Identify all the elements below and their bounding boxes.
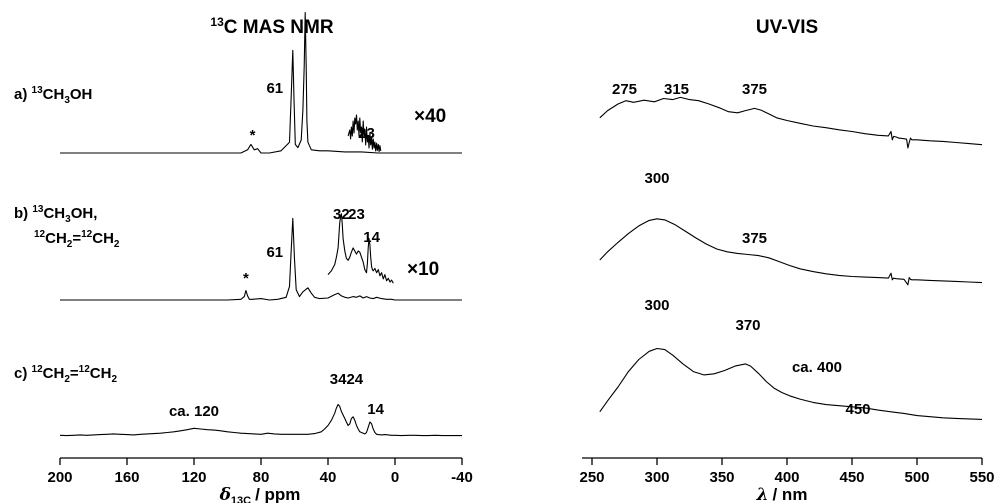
peak-label: 300 [644, 170, 669, 187]
peak-label: 375 [742, 230, 767, 247]
x-tick-label: 400 [774, 469, 799, 486]
peak-label: 34 [330, 371, 347, 388]
x-tick-label: 0 [391, 469, 399, 486]
peak-label: 61 [266, 80, 283, 97]
x-tick-label: 550 [969, 469, 994, 486]
row-c-label: c) 12CH2=12CH2 [14, 364, 117, 385]
x-tick-label: 500 [904, 469, 929, 486]
multiplier-x10: ×10 [407, 259, 439, 280]
peak-label: 23 [348, 206, 365, 223]
peak-label: * [250, 127, 256, 144]
nmr-trace-row-1 [60, 217, 462, 301]
nmr-title: 13C MAS NMR [210, 15, 333, 38]
peak-label: 275 [612, 81, 637, 98]
peak-label: 24 [346, 371, 363, 388]
nmr-trace-row-1 [327, 213, 394, 284]
uvvis-trace-row-1 [599, 218, 983, 286]
x-tick-label: 350 [709, 469, 734, 486]
peak-label: 300 [644, 297, 669, 314]
uvvis-x-label: λ / nm [756, 485, 808, 503]
peak-label: * [243, 270, 249, 287]
multiplier-x40: ×40 [414, 106, 446, 127]
peak-label: 14 [363, 229, 380, 246]
x-tick-label: 120 [181, 469, 206, 486]
x-tick-label: 160 [114, 469, 139, 486]
nmr-trace-row-0 [347, 114, 382, 153]
peak-label: 61 [266, 244, 283, 261]
nmr-ticks: 200 160 120 80 40 0 -40 [47, 458, 473, 486]
x-tick-label: 40 [320, 469, 337, 486]
row-b-label-line2: 12CH2=12CH2 [34, 229, 120, 250]
uvvis-ticks: 250 300 350 400 450 500 550 [579, 458, 995, 486]
x-tick-label: 300 [644, 469, 669, 486]
peak-label: 14 [367, 401, 384, 418]
peak-label: ca. 120 [169, 403, 219, 420]
peak-label: 375 [742, 81, 767, 98]
uvvis-trace-row-0 [599, 96, 983, 149]
x-tick-label: 250 [579, 469, 604, 486]
peak-label: 23 [358, 125, 375, 142]
nmr-x-label: δ13C / ppm [219, 485, 301, 503]
peak-label: ca. 400 [792, 359, 842, 376]
peak-label: 370 [735, 317, 760, 334]
spectra [59, 12, 983, 437]
row-a-label: a) 13CH3OH [14, 85, 92, 106]
peak-label: 450 [845, 401, 870, 418]
nmr-trace-row-2 [59, 403, 462, 437]
nmr-trace-row-0 [60, 12, 462, 154]
x-tick-label: 450 [839, 469, 864, 486]
x-tick-label: 80 [253, 469, 270, 486]
row-b-label-line1: b) 13CH3OH, [14, 204, 97, 225]
uvvis-trace-row-2 [599, 347, 983, 420]
x-tick-label: -40 [451, 469, 473, 486]
x-tick-label: 200 [47, 469, 72, 486]
peak-label: 32 [333, 206, 350, 223]
uvvis-title: UV-VIS [756, 17, 818, 38]
peak-label: 315 [664, 81, 689, 98]
